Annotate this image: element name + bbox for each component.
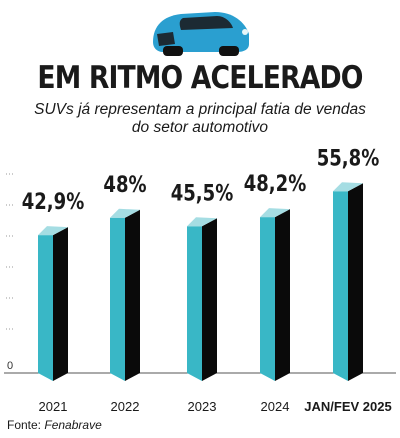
x-tick-label: 2021	[39, 399, 68, 414]
data-label: 42,9%	[22, 188, 85, 214]
source-note: Fonte: Fenabrave	[7, 418, 102, 432]
bar-2021	[38, 226, 68, 381]
data-label: 55,8%	[317, 145, 380, 171]
bar-front-face	[187, 226, 202, 381]
bar-top-face	[110, 208, 140, 218]
bar-side-face	[348, 183, 363, 381]
bar-front-face	[110, 217, 125, 381]
bar-2023	[187, 217, 217, 381]
data-label: 48,2%	[244, 170, 307, 196]
bar-top-face	[333, 182, 363, 192]
bar-top-face	[38, 226, 68, 236]
bar-side-face	[53, 227, 68, 381]
y-tick-label: 0	[7, 360, 13, 372]
bar-side-face	[275, 209, 290, 381]
source-label: Fonte:	[7, 418, 42, 432]
data-label: 48%	[103, 171, 146, 197]
x-tick-label: JAN/FEV 2025	[304, 399, 391, 414]
bar-2022	[110, 208, 140, 381]
bar-JAN/FEV 2025	[333, 182, 363, 381]
bar-2024	[260, 208, 290, 381]
bar-front-face	[333, 191, 348, 381]
bar-top-face	[187, 217, 217, 227]
data-label: 45,5%	[171, 180, 234, 206]
source-name: Fenabrave	[44, 418, 102, 432]
bar-front-face	[260, 217, 275, 381]
bar-side-face	[125, 209, 140, 381]
car-icon	[153, 12, 249, 56]
x-tick-label: 2023	[188, 399, 217, 414]
x-tick-label: 2022	[111, 399, 140, 414]
chart-title: EM RITMO ACELERADO	[37, 60, 363, 96]
bar-front-face	[38, 235, 53, 381]
chart-subtitle: SUVs já representam a principal fatia de…	[34, 101, 366, 136]
bar-side-face	[202, 218, 217, 381]
x-tick-label: 2024	[261, 399, 290, 414]
bar-top-face	[260, 208, 290, 218]
